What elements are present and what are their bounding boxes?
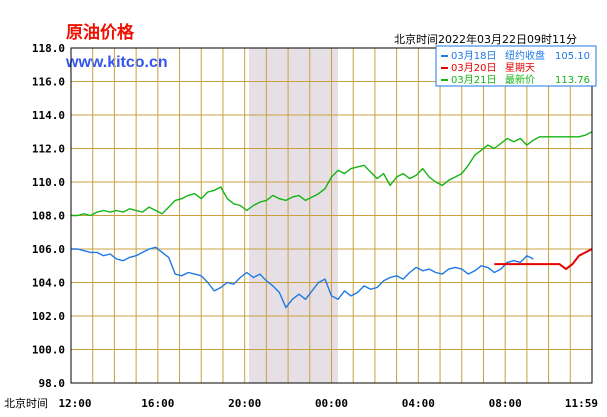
x-axis-prefix: 北京时间 [4, 396, 48, 410]
legend-date: 03月21日 [451, 74, 496, 86]
y-tick-label: 114.0 [32, 109, 65, 122]
legend-label: 星期天 [505, 62, 535, 74]
chart-title: 原油价格 [66, 22, 135, 43]
x-tick-label: 12:00 [58, 397, 91, 410]
y-tick-label: 104.0 [32, 277, 65, 290]
timestamp: 北京时间2022年03月22日09时11分 [394, 32, 577, 46]
x-tick-label: 20:00 [228, 397, 261, 410]
y-tick-label: 108.0 [32, 210, 65, 223]
series-layer [71, 131, 593, 309]
y-tick-label: 112.0 [32, 143, 65, 156]
y-tick-label: 102.0 [32, 310, 65, 323]
x-tick-label: 00:00 [315, 397, 348, 410]
legend-label: 最新价 [505, 73, 535, 86]
y-tick-label: 100.0 [32, 344, 65, 357]
series-line [494, 248, 593, 271]
y-axis-ticks: 118.0 116.0 114.0 112.0 110.0 108.0 106.0 104.0… [32, 42, 65, 390]
kitco-brand-link[interactable]: www.kitco.cn [65, 54, 168, 71]
legend-date: 03月18日 [451, 50, 496, 62]
grid-lines [71, 47, 592, 384]
plot-frame [70, 47, 593, 384]
legend-label: 纽约收盘 [505, 49, 545, 62]
y-tick-label: 110.0 [32, 176, 65, 189]
y-tick-label: 106.0 [32, 243, 65, 256]
x-tick-label: 08:00 [489, 397, 522, 410]
legend-value: 113.76 [555, 75, 590, 86]
series-line [71, 131, 593, 217]
legend: 03月18日 纽约收盘 105.10 03月20日 星期天 03月21日 最新价 113.76 [435, 45, 597, 87]
plot-area [70, 47, 593, 384]
y-tick-label: 116.0 [32, 76, 65, 89]
legend-box [435, 45, 597, 87]
x-tick-label: 04:00 [402, 397, 435, 410]
y-tick-label: 118.0 [32, 42, 65, 55]
legend-value: 105.10 [555, 51, 590, 62]
x-axis-ticks: 12:00 16:00 20:00 00:00 04:00 08:00 11:59 [58, 397, 598, 410]
y-tick-label: 98.0 [39, 377, 66, 390]
x-tick-label: 16:00 [141, 397, 174, 410]
series-line [71, 246, 534, 309]
x-tick-label: 11:59 [565, 397, 598, 410]
legend-date: 03月20日 [451, 62, 496, 74]
